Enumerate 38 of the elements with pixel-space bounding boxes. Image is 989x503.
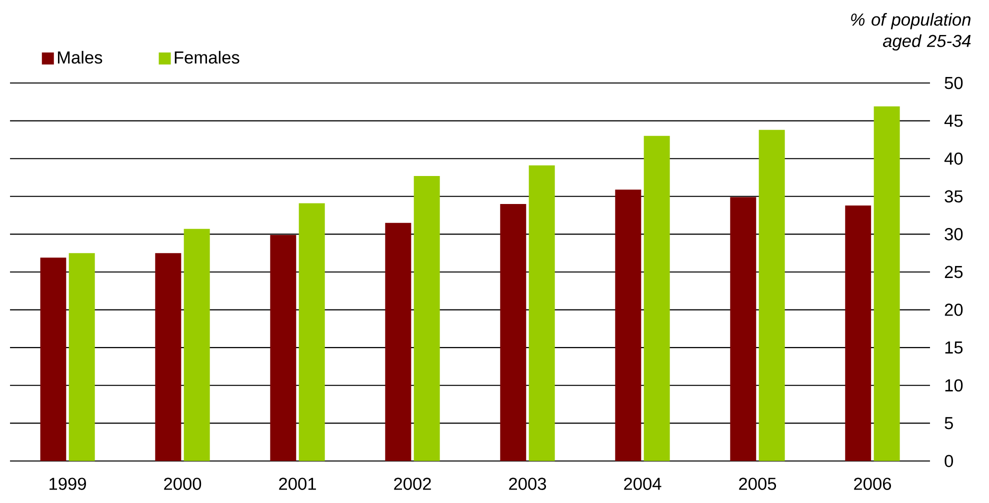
y-tick-label: 35 (944, 190, 963, 203)
bar (298, 203, 325, 461)
bar (758, 130, 785, 461)
bar (40, 258, 66, 461)
x-tick-label: 2006 (854, 478, 892, 490)
y-tick-label: 30 (944, 228, 963, 240)
y-tick-label: 45 (944, 114, 963, 127)
bar (615, 190, 642, 461)
y-axis-title: % of population aged 25-34 (851, 13, 971, 51)
bar (155, 253, 182, 461)
y-tick-label: 50 (944, 76, 963, 90)
x-tick-label: 2000 (164, 478, 202, 490)
x-tick-label: 2001 (279, 478, 316, 490)
y-tick-label: 20 (944, 304, 963, 316)
bar (500, 204, 526, 461)
y-tick-label: 0 (944, 454, 953, 468)
bar (184, 228, 210, 461)
x-tick-label: 2002 (394, 478, 431, 490)
bar (270, 234, 296, 461)
y-tick-label: 40 (944, 152, 963, 165)
x-tick-label: 2004 (624, 478, 662, 490)
bar (68, 253, 95, 461)
y-tick-label: 25 (944, 266, 963, 278)
y-tick-label: 15 (945, 342, 963, 354)
x-tick-label: 2005 (739, 478, 776, 490)
bar (644, 136, 670, 461)
bar (385, 222, 412, 461)
y-tick-label: 5 (944, 417, 953, 430)
bar (874, 106, 900, 461)
bar (845, 205, 872, 461)
bar (730, 197, 756, 461)
legend-label: Males (58, 50, 102, 64)
y-tick-label: 10 (945, 379, 963, 392)
legend-label: Females (174, 50, 240, 64)
x-tick-label: 2003 (509, 478, 546, 490)
x-tick-label: 1999 (50, 478, 86, 490)
bar (414, 176, 440, 461)
bar (528, 165, 555, 461)
